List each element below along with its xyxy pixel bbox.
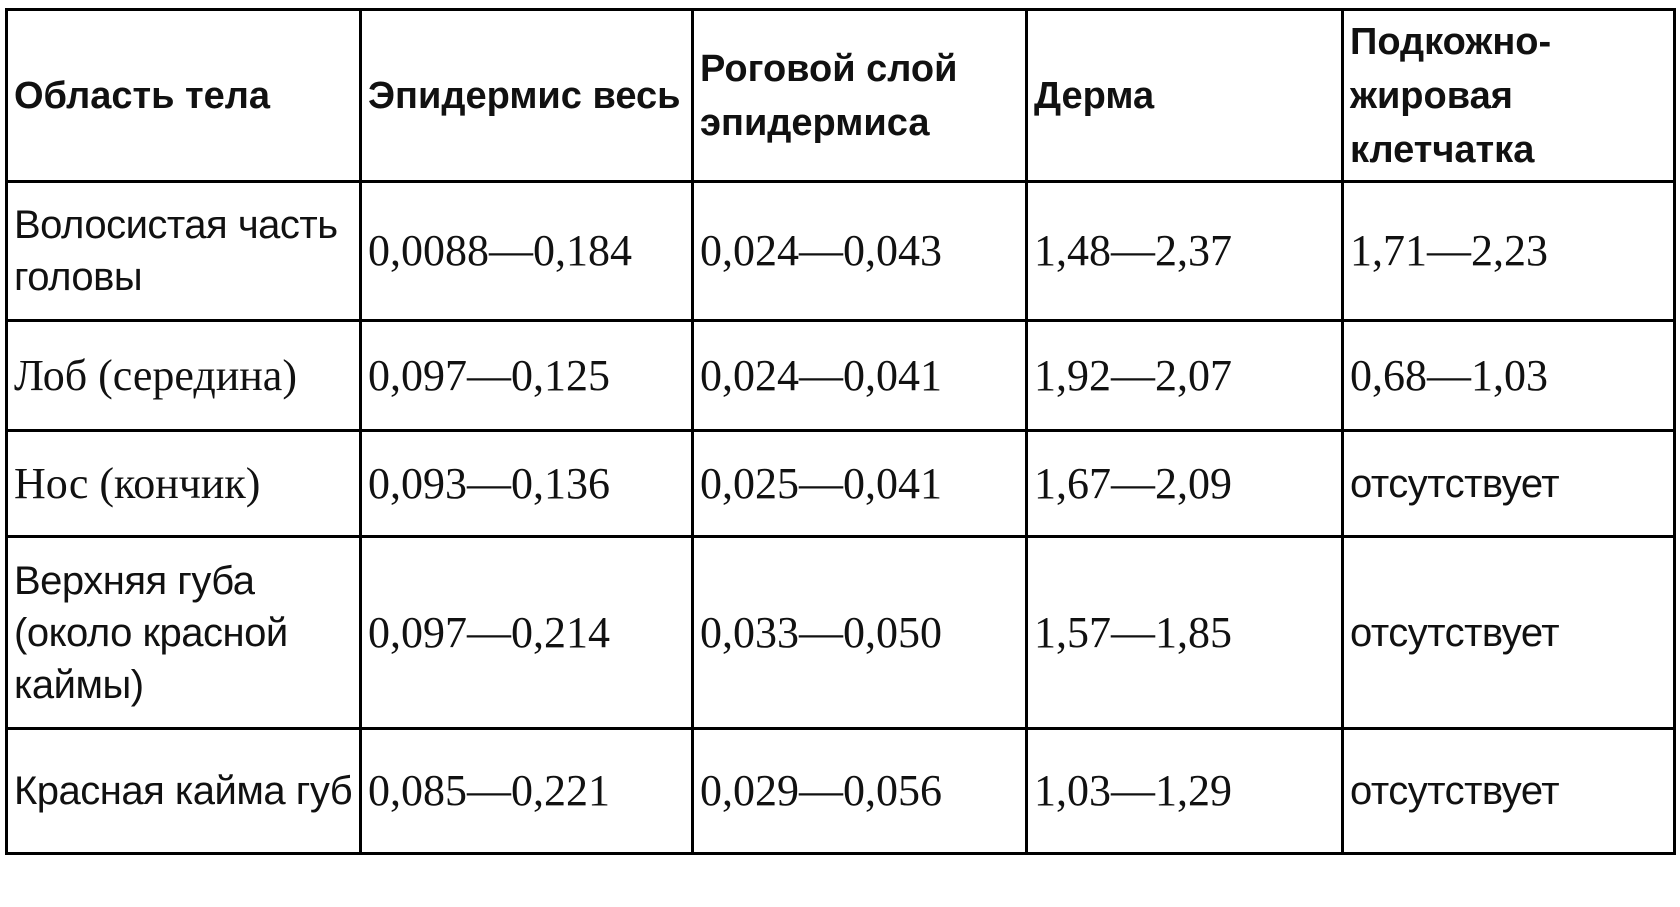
table-cell: 1,71—2,23: [1341, 180, 1676, 322]
table-cell: 1,57—1,85: [1025, 535, 1344, 730]
table-cell: 0,097—0,214: [359, 535, 694, 730]
table-cell: отсутствует: [1341, 727, 1676, 855]
header-cell: Подкожно-жировая клетчатка: [1341, 8, 1676, 183]
row-label: Верхняя губа (около красной каймы): [5, 535, 362, 730]
table-cell: 0,025—0,041: [691, 429, 1028, 538]
table-cell: 0,097—0,125: [359, 319, 694, 432]
table-cell: 1,92—2,07: [1025, 319, 1344, 432]
row-label: Волосистая часть головы: [5, 180, 362, 322]
table-cell: 0,093—0,136: [359, 429, 694, 538]
table-row: Лоб (середина) 0,097—0,125 0,024—0,041 1,92…: [5, 319, 1676, 432]
header-row: Область тела Эпидермис весь Роговой слой э…: [5, 8, 1676, 183]
table-header: Область тела Эпидермис весь Роговой слой э…: [5, 8, 1676, 183]
table-body: Волосистая часть головы 0,0088—0,184 0,024…: [5, 180, 1676, 855]
table-cell: 1,03—1,29: [1025, 727, 1344, 855]
table-cell: 0,0088—0,184: [359, 180, 694, 322]
table-row: Нос (кончик) 0,093—0,136 0,025—0,041 1,67—2…: [5, 429, 1676, 538]
table-row: Волосистая часть головы 0,0088—0,184 0,024…: [5, 180, 1676, 322]
table-cell: 1,48—2,37: [1025, 180, 1344, 322]
header-cell: Дерма: [1025, 8, 1344, 183]
table-row: Верхняя губа (около красной каймы) 0,097—…: [5, 535, 1676, 730]
table-row: Красная кайма губ 0,085—0,221 0,029—0,056 1…: [5, 727, 1676, 855]
table-cell: 0,68—1,03: [1341, 319, 1676, 432]
header-cell: Роговой слой эпидермиса: [691, 8, 1028, 183]
row-label: Нос (кончик): [5, 429, 362, 538]
row-label: Лоб (середина): [5, 319, 362, 432]
table-cell: 1,67—2,09: [1025, 429, 1344, 538]
header-cell: Эпидермис весь: [359, 8, 694, 183]
table-cell: 0,024—0,041: [691, 319, 1028, 432]
table-cell: отсутствует: [1341, 535, 1676, 730]
row-label: Красная кайма губ: [5, 727, 362, 855]
table-cell: 0,033—0,050: [691, 535, 1028, 730]
table-cell: 0,085—0,221: [359, 727, 694, 855]
header-cell: Область тела: [5, 8, 362, 183]
table-cell: отсутствует: [1341, 429, 1676, 538]
skin-thickness-table: Область тела Эпидермис весь Роговой слой э…: [5, 8, 1676, 855]
table-cell: 0,029—0,056: [691, 727, 1028, 855]
table-cell: 0,024—0,043: [691, 180, 1028, 322]
